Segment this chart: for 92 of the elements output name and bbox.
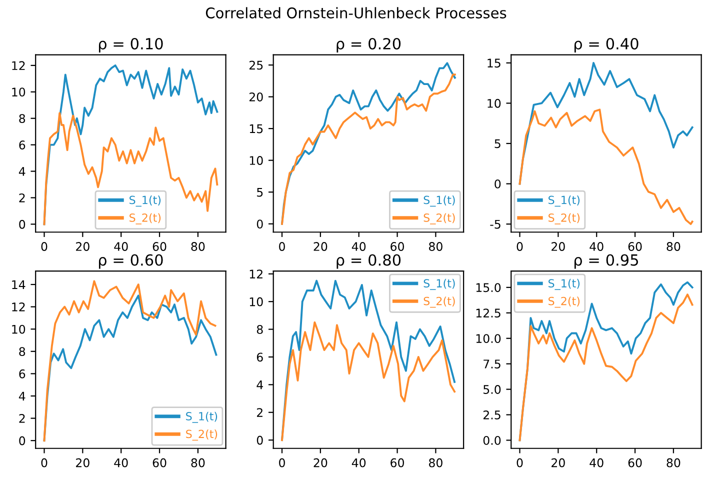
line-series — [518, 108, 694, 226]
y-tick-label: 12 — [12, 61, 25, 70]
y-tick-label: 6 — [19, 369, 26, 378]
legend-label: S_2(t) — [548, 296, 580, 308]
y-tick-label: 15 — [250, 124, 263, 134]
y-tick-label: 0 — [19, 436, 26, 446]
x-tick-label: 40 — [114, 242, 128, 251]
x-tick-label: 60 — [152, 242, 166, 251]
y-tick-label: 10 — [12, 324, 26, 334]
y-tick-label: -5 — [490, 220, 500, 229]
text: S_2(t) — [424, 296, 455, 308]
text: S_1(t) — [548, 196, 580, 207]
y-tick-label: 10 — [488, 98, 501, 108]
chart-title: ρ = 0.10 — [98, 38, 163, 52]
x-tick-label: 60 — [390, 458, 404, 468]
x-tick-label: 20 — [552, 242, 565, 251]
y-tick-label: 15.0 — [476, 283, 501, 292]
x-tick-label: 0 — [41, 242, 48, 251]
x-tick-label: 40 — [114, 458, 128, 468]
y-tick-label: 0 — [256, 436, 263, 445]
y-tick-label: 5 — [494, 139, 500, 148]
x-tick-label: 0 — [516, 458, 523, 468]
x-tick-label: 0 — [279, 242, 285, 251]
x-tick-label: 80 — [666, 242, 680, 251]
chart-title: ρ = 0.80 — [336, 254, 401, 269]
y-tick-label: 20 — [249, 92, 263, 102]
x-tick-label: 80 — [191, 242, 205, 251]
x-tick-label: 80 — [428, 458, 442, 468]
y-tick-label: 6 — [19, 140, 26, 150]
y-tick-label: 10 — [250, 156, 263, 165]
y-tick-label: 0 — [494, 179, 501, 188]
legend-label: S_2(t) — [186, 430, 218, 441]
x-tick-label: 80 — [191, 458, 205, 468]
y-tick-label: 7.5 — [484, 360, 500, 368]
x-tick-label: 20 — [76, 458, 90, 468]
y-tick-label: 25 — [249, 60, 263, 70]
chart-title: ρ = 0.95 — [574, 254, 638, 269]
y-tick-label: 12 — [250, 270, 262, 278]
chart-title: ρ = 0.20 — [336, 38, 401, 52]
x-tick-label: 40 — [590, 242, 604, 251]
x-tick-label: 20 — [314, 458, 328, 468]
y-tick-label: 8 — [256, 325, 263, 334]
y-tick-label: 0 — [256, 220, 263, 229]
x-tick-label: 80 — [666, 458, 680, 468]
legend-label: S_1(t) — [424, 196, 455, 207]
x-tick-label: 60 — [390, 242, 404, 251]
y-tick-label: 10.0 — [476, 334, 501, 344]
y-tick-label: 4 — [18, 167, 26, 176]
y-tick-label: 5.0 — [484, 385, 501, 394]
x-tick-label: 40 — [352, 242, 366, 251]
y-tick-label: 10 — [12, 88, 26, 97]
text: S_1(t) — [424, 278, 455, 290]
y-tick-label: 2 — [19, 414, 25, 423]
y-tick-label: 0.0 — [483, 436, 501, 445]
x-tick-label: 0 — [279, 458, 285, 468]
legend-label: S_2(t) — [424, 213, 455, 224]
x-tick-label: 0 — [516, 242, 523, 251]
y-tick-label: 12.5 — [476, 308, 500, 318]
text: Correlated Ornstein-Uhlenbeck Processes — [206, 7, 506, 18]
text: S_2(t) — [548, 213, 580, 224]
y-tick-label: 5 — [257, 188, 263, 197]
x-tick-label: 20 — [314, 242, 328, 251]
x-tick-label: 80 — [428, 242, 442, 251]
x-tick-label: 20 — [552, 458, 565, 468]
y-tick-label: 6 — [256, 352, 263, 362]
y-tick-label: 2.5 — [483, 410, 500, 420]
legend-label: S_1(t) — [130, 196, 161, 207]
line-series — [43, 112, 218, 226]
y-tick-label: 10 — [250, 297, 263, 306]
chart-title: ρ = 0.40 — [574, 38, 638, 52]
legend-label: S_1(t) — [548, 278, 580, 290]
y-tick-label: 4 — [256, 380, 263, 390]
x-tick-label: 40 — [352, 458, 366, 468]
legend-label: S_2(t) — [130, 213, 161, 224]
y-tick-label: 2 — [19, 193, 25, 202]
y-tick-label: 14 — [12, 280, 26, 289]
legend-label: S_1(t) — [186, 412, 218, 423]
y-tick-label: 4 — [18, 392, 26, 400]
x-tick-label: 0 — [41, 458, 48, 468]
y-tick-label: 0 — [19, 220, 26, 229]
y-tick-label: 8 — [19, 347, 26, 356]
line-series — [281, 321, 456, 442]
x-tick-label: 60 — [152, 458, 166, 468]
x-tick-label: 20 — [76, 242, 90, 251]
y-tick-label: 12 — [12, 302, 25, 312]
y-tick-label: 8 — [19, 114, 26, 124]
y-tick-label: 15 — [488, 58, 500, 68]
y-tick-label: 2 — [256, 408, 262, 417]
x-tick-label: 40 — [590, 458, 604, 468]
x-tick-label: 60 — [628, 458, 642, 468]
chart-title: ρ = 0.60 — [98, 254, 163, 269]
x-tick-label: 60 — [628, 242, 642, 251]
